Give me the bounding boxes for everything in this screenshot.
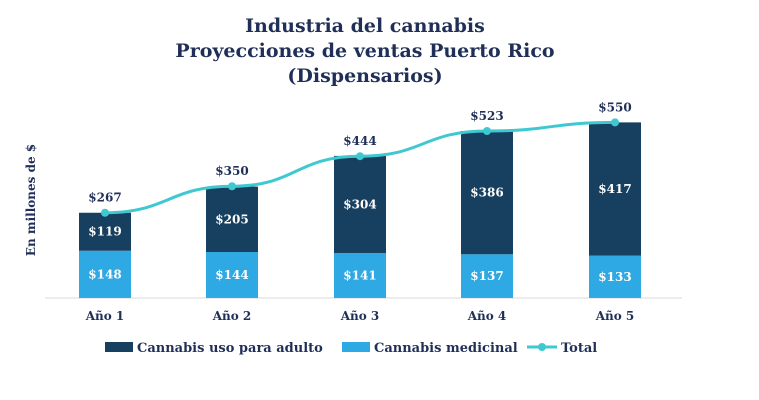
data-label-adult: $304 — [343, 197, 376, 211]
data-label-adult: $119 — [88, 225, 121, 239]
bar-medicinal — [206, 252, 258, 298]
legend: Cannabis uso para adulto Cannabis medicin… — [105, 341, 597, 356]
y-axis-label: En millones de $ — [24, 144, 38, 256]
data-label-total: $267 — [88, 191, 121, 205]
legend-label-adult: Cannabis uso para adulto — [137, 341, 323, 356]
bar-adult — [206, 186, 258, 253]
data-label-total: $550 — [598, 100, 631, 114]
bar-medicinal — [334, 252, 386, 298]
data-label-total: $444 — [343, 134, 376, 148]
total-point — [356, 152, 364, 161]
chart-title-line-3: (Dispensarios) — [287, 65, 442, 87]
data-label-adult: $386 — [470, 186, 503, 200]
total-point — [228, 182, 236, 191]
data-label-medicinal: $133 — [598, 270, 631, 284]
bar-adult — [79, 212, 131, 251]
total-point — [101, 208, 109, 217]
legend-swatch-adult — [105, 342, 133, 352]
legend-swatch-medicinal — [342, 342, 370, 352]
data-label-total: $350 — [215, 164, 248, 178]
x-tick-label: Año 3 — [340, 309, 380, 323]
bar-medicinal — [589, 255, 641, 298]
x-tick-label: Año 2 — [212, 309, 252, 323]
data-label-medicinal: $144 — [215, 268, 248, 282]
bar-medicinal — [461, 254, 513, 298]
chart-title: Industria del cannabis Proyecciones de v… — [175, 15, 554, 87]
total-point — [483, 127, 491, 136]
chart-title-line-1: Industria del cannabis — [245, 15, 485, 37]
x-tick-label: Año 4 — [467, 309, 507, 323]
data-label-adult: $417 — [598, 182, 631, 196]
data-label-medicinal: $141 — [343, 268, 376, 282]
total-point — [611, 118, 619, 127]
bar-medicinal — [79, 250, 131, 298]
plot-area: $148 $119 Año 1 $144 $205 Año 2 $141 $304 Año 3 $… — [45, 100, 682, 323]
legend-marker-total — [538, 343, 546, 351]
bar-adult — [461, 131, 513, 255]
x-tick-label: Año 5 — [595, 309, 635, 323]
bar-adult — [334, 155, 386, 253]
data-label-medicinal: $148 — [88, 267, 121, 281]
data-label-total: $523 — [470, 109, 503, 123]
chart-title-line-2: Proyecciones de ventas Puerto Rico — [175, 40, 554, 62]
bar-adult — [589, 122, 641, 256]
legend-label-medicinal: Cannabis medicinal — [374, 341, 518, 356]
legend-label-total: Total — [561, 341, 597, 356]
data-label-medicinal: $137 — [470, 269, 503, 283]
x-tick-label: Año 1 — [85, 309, 125, 323]
data-label-adult: $205 — [215, 212, 248, 226]
